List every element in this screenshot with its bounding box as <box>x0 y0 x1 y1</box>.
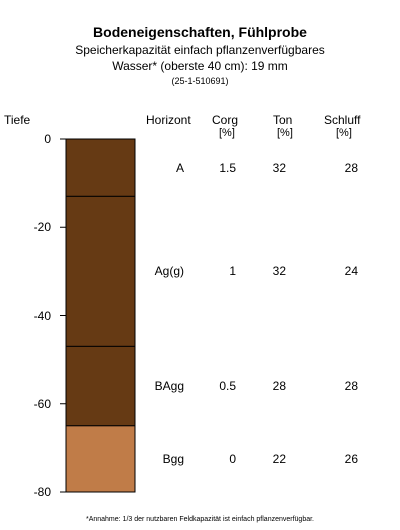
y-tick-label-1: 0 <box>44 132 51 146</box>
layer-bar-4 <box>65 425 136 493</box>
horizon-cell-1: A <box>175 160 184 175</box>
corg-cell-3: 0.5 <box>219 379 236 394</box>
horizon-cell-4: Bgg <box>162 451 184 466</box>
ton-cell-3: 28 <box>272 379 286 394</box>
corg-unit-label: [%] <box>219 127 235 139</box>
schluff-column-header: Schluff <box>324 113 361 127</box>
y-tick-label-3: -40 <box>33 308 51 323</box>
ton-unit-label: [%] <box>277 127 293 139</box>
schluff-cell-2: 24 <box>344 264 358 279</box>
y-tick-label-5: -80 <box>33 485 51 499</box>
layer-bar-2 <box>65 195 136 347</box>
corg-cell-2: 1 <box>229 264 236 279</box>
corg-column-header: Corg <box>212 113 239 127</box>
schluff-cell-3: 28 <box>344 379 358 394</box>
layer-bar-3 <box>65 345 136 427</box>
ton-cell-1: 32 <box>272 160 286 175</box>
horizon-column-header: Horizont <box>146 113 191 127</box>
corg-cell-4: 0 <box>229 451 236 466</box>
depth-column-header: Tiefe <box>4 113 31 127</box>
schluff-cell-1: 28 <box>344 160 358 175</box>
horizon-cell-3: BAgg <box>154 379 184 394</box>
y-tick-label-2: -20 <box>33 220 51 235</box>
chart-title: Bodeneigenschaften, Fühlprobe <box>93 24 307 40</box>
horizon-cell-2: Ag(g) <box>154 264 184 279</box>
y-tick-label-4: -60 <box>33 396 51 411</box>
chart-subtitle-line2: Wasser* (oberste 40 cm): 19 mm <box>112 59 288 73</box>
footnote: *Annahme: 1/3 der nutzbaren Feldkapazitä… <box>85 516 315 523</box>
ton-column-header: Ton <box>273 113 293 127</box>
corg-cell-1: 1.5 <box>219 160 236 175</box>
schluff-unit-label: [%] <box>336 127 352 139</box>
chart-subtitle-line1: Speicherkapazität einfach pflanzenverfüg… <box>75 43 325 57</box>
schluff-cell-4: 26 <box>344 451 358 466</box>
ton-cell-2: 32 <box>272 264 286 279</box>
ton-cell-4: 22 <box>272 451 286 466</box>
sample-id: (25-1-510691) <box>171 76 229 86</box>
